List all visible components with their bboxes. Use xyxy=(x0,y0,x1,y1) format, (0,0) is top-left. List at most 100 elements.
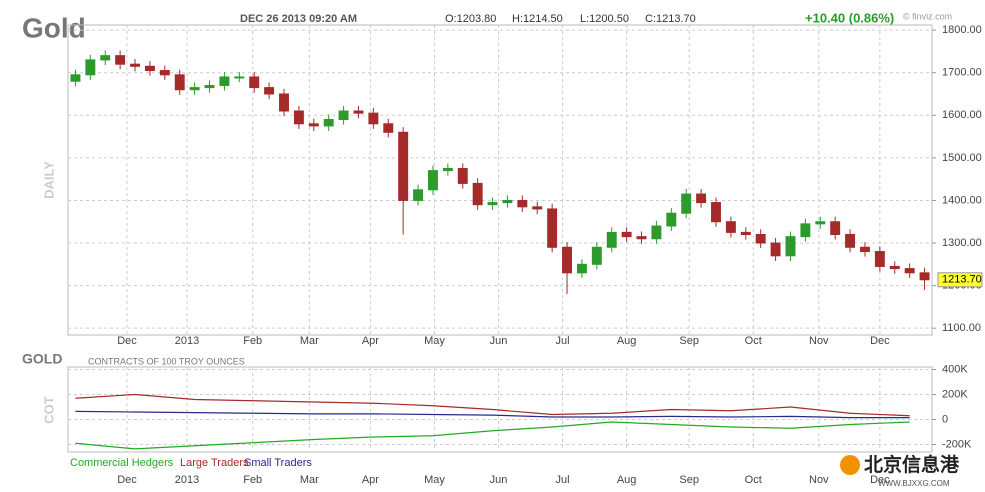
cot-line xyxy=(75,393,910,417)
candle-body xyxy=(651,225,662,240)
y-tick-label: 1100.00 xyxy=(942,322,981,334)
x-tick-label: Feb xyxy=(243,474,262,486)
cot-frame xyxy=(67,366,933,453)
change: +10.40 (0.86%) xyxy=(805,10,894,25)
candle-body xyxy=(845,234,856,248)
candle-body xyxy=(606,231,617,248)
candle-body xyxy=(115,55,126,65)
x-tick-label: Oct xyxy=(745,474,762,486)
x-tick-label: May xyxy=(424,335,445,347)
candle-body xyxy=(904,268,915,274)
cot-line xyxy=(75,410,910,419)
candle-body xyxy=(800,223,811,238)
price-frame xyxy=(67,24,933,336)
candle-body xyxy=(144,65,155,72)
y-tick-label: 1400.00 xyxy=(942,194,982,206)
legend-entry: Commercial Hedgers xyxy=(70,457,174,469)
legend-entry: Small Traders xyxy=(244,457,312,469)
candle-body xyxy=(204,84,215,89)
x-tick-label: Aug xyxy=(617,335,637,347)
x-tick-label: Feb xyxy=(243,335,262,347)
candle-body xyxy=(279,93,289,112)
candle-body xyxy=(219,76,230,86)
candle-body xyxy=(621,231,632,238)
candle-body xyxy=(740,231,751,236)
y-tick-label: 0 xyxy=(942,413,948,425)
candle-body xyxy=(100,55,111,61)
y-tick-label: 1600.00 xyxy=(942,109,982,121)
x-tick-label: May xyxy=(424,474,445,486)
candle-body xyxy=(859,246,870,253)
y-tick-label: -200K xyxy=(942,438,972,450)
candle-body xyxy=(383,123,394,133)
candle-body xyxy=(368,112,379,125)
candle-body xyxy=(666,212,677,227)
candle-body xyxy=(725,221,736,233)
candle-body xyxy=(308,123,319,127)
candle-body xyxy=(815,221,826,225)
candle-body xyxy=(681,193,692,214)
x-tick-label: Jul xyxy=(556,474,570,486)
y-tick-label: 200K xyxy=(942,388,968,400)
open-price: O:1203.80 xyxy=(445,13,496,25)
last-price-box xyxy=(937,272,983,288)
candle-body xyxy=(636,236,647,240)
cot-subtitle: CONTRACTS OF 100 TROY OUNCES xyxy=(88,356,245,366)
y-tick-label: 400K xyxy=(942,363,968,375)
panel-label: DAILY xyxy=(41,161,56,199)
candle-body xyxy=(323,119,334,127)
y-tick-label: 1800.00 xyxy=(942,24,982,36)
y-tick-label: 1700.00 xyxy=(942,67,982,79)
candle-body xyxy=(442,168,453,172)
candle-body xyxy=(398,131,409,201)
candle-body xyxy=(919,272,930,281)
x-tick-label: Sep xyxy=(679,474,699,486)
candle-body xyxy=(576,263,587,274)
candle-body xyxy=(874,251,885,267)
x-tick-label: Dec xyxy=(870,474,890,486)
x-tick-label: Dec xyxy=(117,335,137,347)
datetime: DEC 26 2013 09:20 AM xyxy=(240,13,357,25)
low-price: L:1200.50 xyxy=(580,13,629,25)
close-price: C:1213.70 xyxy=(645,13,696,25)
x-tick-label: 2013 xyxy=(175,335,199,347)
candle-body xyxy=(770,242,781,257)
x-tick-label: Nov xyxy=(809,335,829,347)
watermark-text: 北京信息港 xyxy=(864,453,960,476)
x-tick-label: 2013 xyxy=(175,474,199,486)
source: © finviz.com xyxy=(903,11,952,21)
cot-ylabel: COT xyxy=(41,396,56,424)
candle-body xyxy=(293,110,304,125)
candle-body xyxy=(159,70,170,76)
cot-line xyxy=(75,421,910,450)
x-tick-label: Dec xyxy=(117,474,137,486)
watermark-logo xyxy=(840,455,860,475)
x-tick-label: Jul xyxy=(556,335,570,347)
candle-body xyxy=(264,87,275,95)
watermark-url: WWW.BJXXG.COM xyxy=(878,479,950,488)
x-tick-label: Mar xyxy=(300,335,319,347)
watermark: 北京信息港 WWW.BJXXG.COM xyxy=(840,453,960,488)
candle-body xyxy=(472,182,483,206)
x-tick-label: Jun xyxy=(490,335,508,347)
x-tick-label: Dec xyxy=(870,335,890,347)
candle-body xyxy=(562,246,573,274)
candle-body xyxy=(591,246,602,265)
y-tick-label: 1500.00 xyxy=(942,152,982,164)
candle-body xyxy=(413,189,424,201)
x-tick-label: Nov xyxy=(809,474,829,486)
candle-body xyxy=(830,221,841,236)
x-tick-label: Sep xyxy=(679,335,699,347)
x-tick-label: Aug xyxy=(617,474,637,486)
candle-body xyxy=(427,170,438,191)
chart-title: Gold xyxy=(22,12,86,43)
candle-body xyxy=(457,168,468,184)
candle-body xyxy=(711,202,721,223)
x-tick-label: Jun xyxy=(490,474,508,486)
candle-body xyxy=(353,110,364,114)
candle-body xyxy=(785,236,796,257)
cot-title: GOLD xyxy=(22,351,62,367)
x-tick-label: Apr xyxy=(362,335,379,347)
candle-body xyxy=(502,199,513,204)
